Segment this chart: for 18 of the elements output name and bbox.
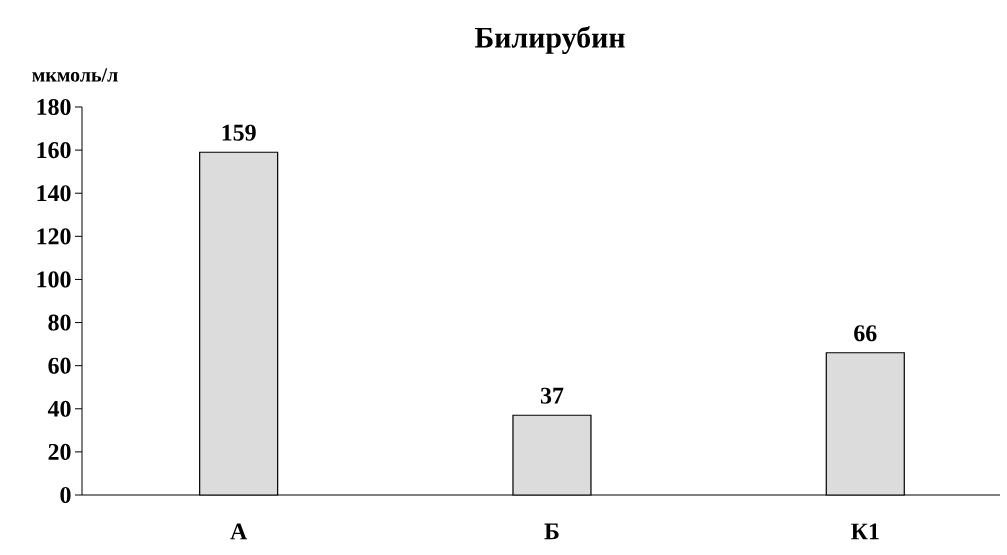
x-tick-label: Б [544, 523, 559, 540]
chart-title: Билирубин [474, 26, 625, 54]
x-tick-label: К1 [851, 523, 879, 540]
x-tick-label: А [230, 523, 248, 540]
y-tick-label: 100 [37, 271, 71, 288]
y-tick-label: 120 [37, 228, 71, 245]
y-tick-label: 140 [37, 185, 71, 202]
y-tick-label: 80 [48, 314, 71, 331]
y-tick-label: 60 [48, 357, 71, 374]
y-tick-label: 40 [47, 400, 71, 417]
data-label: 66 [854, 325, 877, 342]
data-label: 159 [222, 124, 256, 141]
data-label: 37 [540, 387, 564, 404]
y-tick-label: 20 [48, 443, 71, 460]
y-tick-label: 180 [37, 98, 71, 116]
y-axis-title: мкмоль/л [32, 68, 118, 82]
y-tick-label: 0 [60, 486, 71, 504]
y-tick-label: 160 [37, 142, 71, 159]
